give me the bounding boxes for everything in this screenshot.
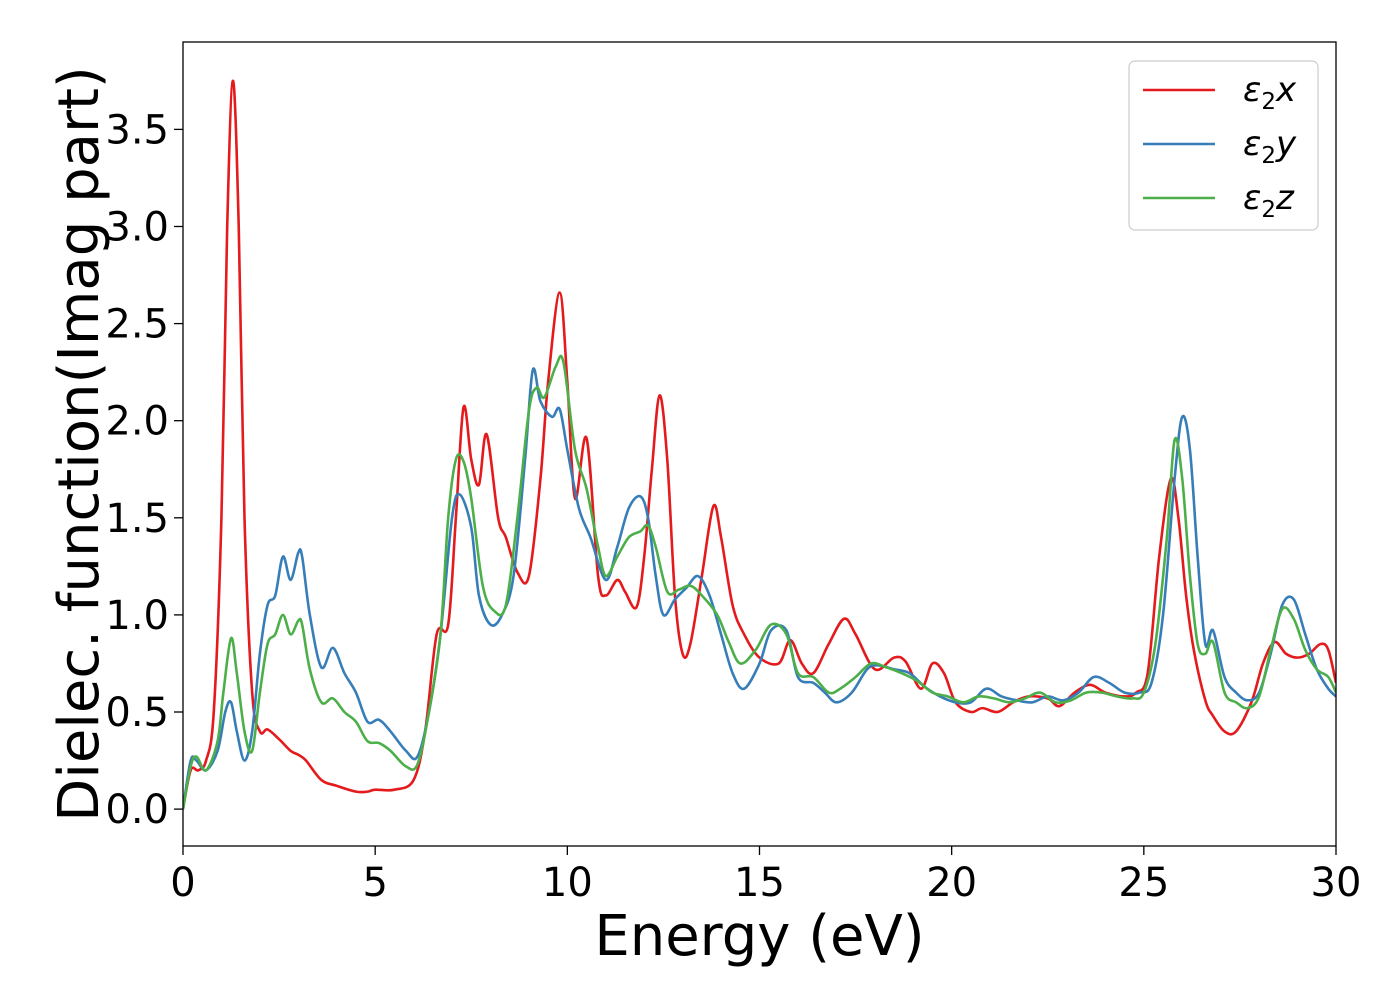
y-tick-label: 0.0 (105, 787, 169, 833)
y-tick-label: 2.5 (105, 302, 169, 348)
x-axis: 0 5 10 15 20 25 30 (170, 846, 1361, 906)
x-tick-label: 5 (362, 860, 387, 906)
series-layer (183, 79, 1336, 810)
x-axis-label: Energy (eV) (594, 904, 924, 969)
legend-label-z: ε2z (1243, 178, 1295, 223)
x-tick-label: 15 (734, 860, 785, 906)
series-line-y (183, 367, 1336, 810)
series-line-z (183, 354, 1336, 810)
legend-box (1128, 60, 1319, 231)
x-tick-label: 0 (170, 860, 195, 906)
legend-label-x: ε2x (1243, 70, 1297, 115)
y-tick-label: 3.5 (105, 107, 169, 153)
x-tick-label: 20 (926, 860, 977, 906)
series-line-x (183, 79, 1336, 810)
legend-label-y: ε2y (1243, 124, 1297, 169)
y-tick-label: 2.0 (105, 399, 169, 445)
y-axis: 0.0 0.5 1.0 1.5 2.0 2.5 3.0 3.5 (105, 107, 183, 833)
legend: ε2x ε2y ε2z (1128, 60, 1319, 231)
x-tick-label: 10 (542, 860, 593, 906)
y-axis-label: Dielec. function(Imag part) (47, 66, 112, 822)
x-tick-label: 30 (1311, 860, 1362, 906)
y-tick-label: 0.5 (105, 690, 169, 736)
y-tick-label: 1.5 (105, 496, 169, 542)
y-tick-label: 3.0 (105, 204, 169, 250)
y-tick-label: 1.0 (105, 593, 169, 639)
x-tick-label: 25 (1118, 860, 1169, 906)
